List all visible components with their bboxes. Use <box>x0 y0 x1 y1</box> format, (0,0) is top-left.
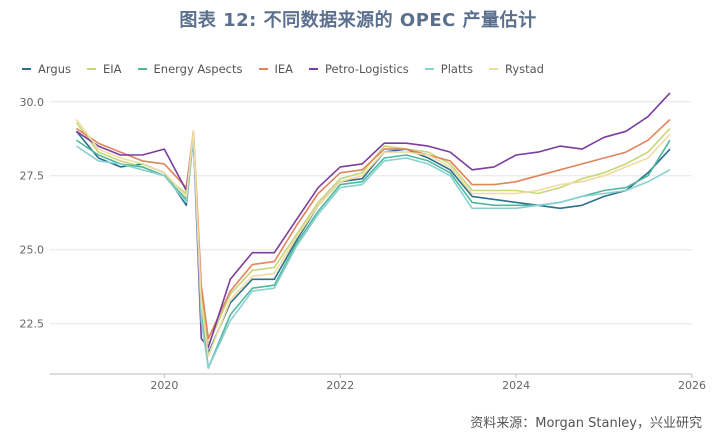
series-line-rystad <box>75 119 671 358</box>
legend-swatch <box>86 68 96 70</box>
legend-item: IEA <box>258 62 294 76</box>
legend-swatch <box>424 68 434 70</box>
legend-label: Rystad <box>504 62 544 76</box>
legend-label: IEA <box>274 62 294 76</box>
chart-title: 图表 12: 不同数据来源的 OPEC 产量估计 <box>179 10 537 31</box>
legend-swatch <box>258 68 268 70</box>
y-tick-label: 27.5 <box>20 170 45 183</box>
legend-label: Platts <box>440 62 473 76</box>
legend-swatch <box>488 68 498 70</box>
y-tick-label: 30.0 <box>20 96 45 109</box>
x-tick-label: 2022 <box>326 379 354 392</box>
source-note: 资料来源：Morgan Stanley，兴业研究 <box>470 416 702 431</box>
legend-item: Platts <box>424 62 473 76</box>
series-line-petro-logistics <box>75 92 671 349</box>
series-line-platts <box>75 136 671 369</box>
series-line-argus <box>75 130 671 355</box>
x-tick-label: 2020 <box>150 379 178 392</box>
legend-swatch <box>22 68 31 70</box>
y-tick-label: 22.5 <box>20 318 45 331</box>
legend-item: Rystad <box>488 62 544 76</box>
legend-label: Energy Aspects <box>153 62 243 76</box>
series-line-eia <box>75 122 671 346</box>
legend-label: Argus <box>38 62 71 76</box>
x-tick-label: 2024 <box>502 379 530 392</box>
legend-item: Argus <box>22 62 71 76</box>
legend-item: EIA <box>86 62 122 76</box>
legend-item: Petro-Logistics <box>309 62 409 76</box>
legend-label: Petro-Logistics <box>325 62 409 76</box>
y-tick-label: 25.0 <box>20 244 45 257</box>
legend-label: EIA <box>102 62 122 76</box>
legend-item: Energy Aspects <box>137 62 243 76</box>
legend: Argus EIA Energy Aspects IEA Petro-Logistics… <box>22 60 560 78</box>
legend-swatch <box>309 68 319 70</box>
legend-swatch <box>137 68 147 70</box>
x-tick-label: 2026 <box>678 379 706 392</box>
